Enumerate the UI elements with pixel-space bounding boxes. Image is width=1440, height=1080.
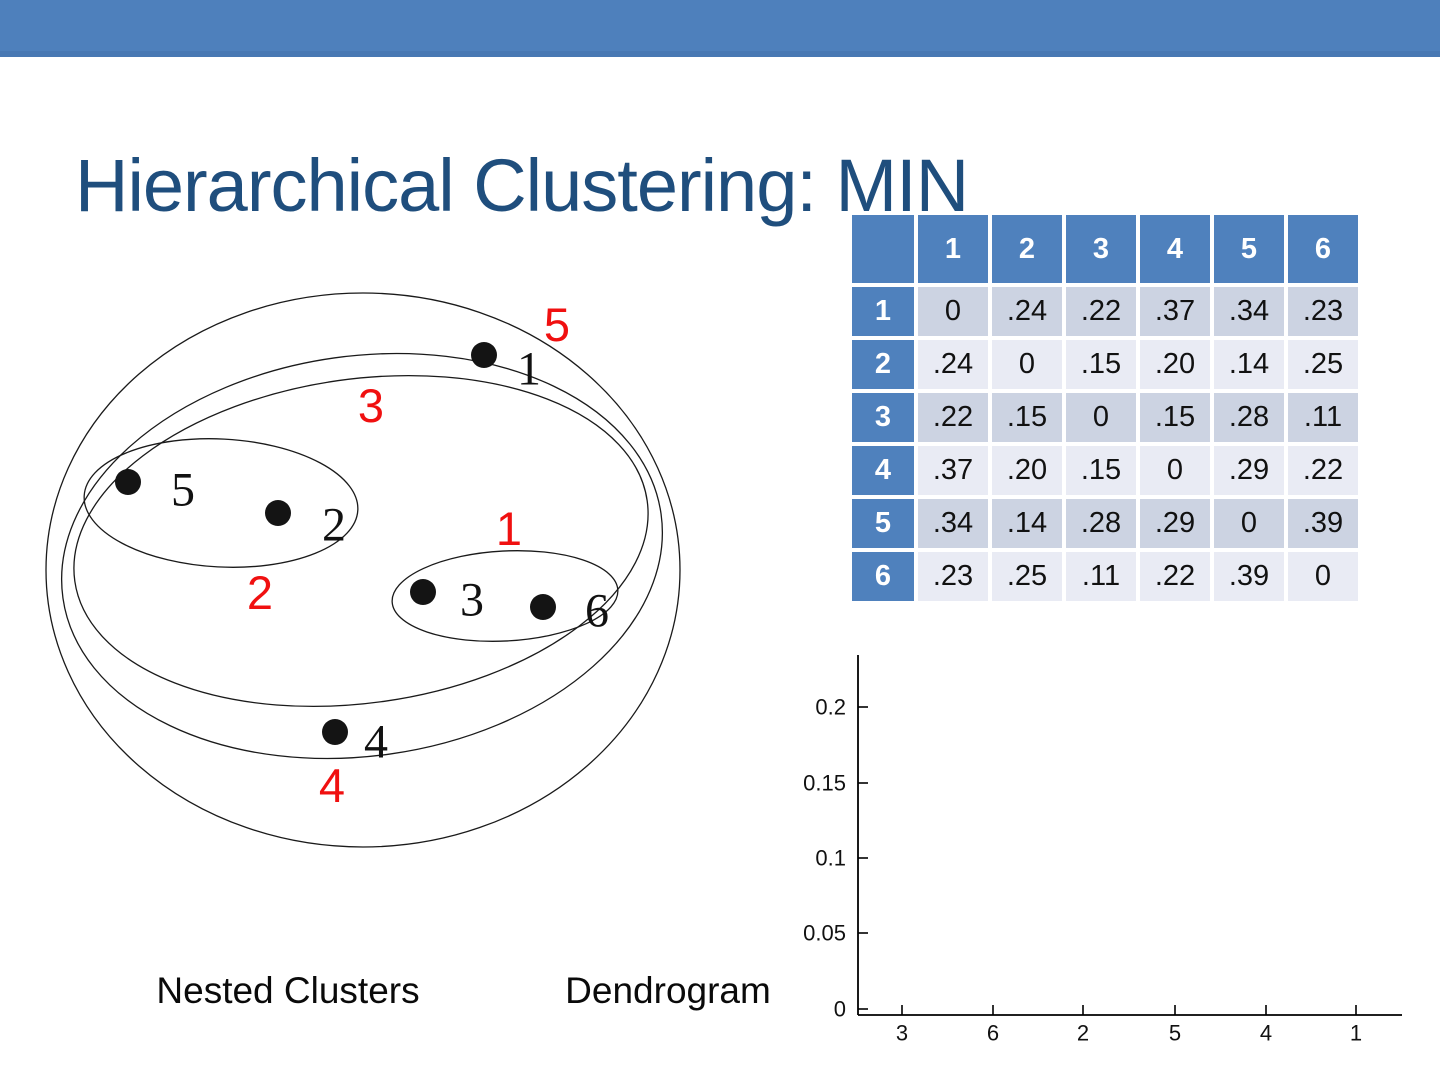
matrix-cell: .34 xyxy=(918,499,988,548)
matrix-cell: .11 xyxy=(1066,552,1136,601)
matrix-cell: .29 xyxy=(1140,499,1210,548)
matrix-cell: 0 xyxy=(918,287,988,336)
x-tick-label: 4 xyxy=(1260,1021,1272,1046)
matrix-cell: .14 xyxy=(1214,340,1284,389)
point-label: 4 xyxy=(364,715,388,768)
matrix-cell: .20 xyxy=(992,446,1062,495)
matrix-col-header: 4 xyxy=(1140,215,1210,283)
matrix-col-header: 6 xyxy=(1288,215,1358,283)
matrix-row: 3.22.15 0.15.28.11 xyxy=(852,393,1358,442)
data-point-dot xyxy=(410,579,436,605)
data-point-dot xyxy=(471,342,497,368)
cluster-order-label: 1 xyxy=(496,502,522,555)
x-tick-label: 2 xyxy=(1077,1021,1089,1046)
matrix-cell: .34 xyxy=(1214,287,1284,336)
matrix-cell: .28 xyxy=(1066,499,1136,548)
matrix-row-header: 1 xyxy=(852,287,914,336)
slide-accent-bar xyxy=(0,0,1440,57)
matrix-row-header: 4 xyxy=(852,446,914,495)
point-label: 2 xyxy=(322,498,346,551)
matrix-cell: .39 xyxy=(1214,552,1284,601)
matrix-cell: .29 xyxy=(1214,446,1284,495)
data-point-dot xyxy=(530,594,556,620)
matrix-col-header: 5 xyxy=(1214,215,1284,283)
matrix-cell: .25 xyxy=(1288,340,1358,389)
matrix-col-header: 3 xyxy=(1066,215,1136,283)
matrix-row: 6.23.25.11.22.39 0 xyxy=(852,552,1358,601)
page-title: Hierarchical Clustering: MIN xyxy=(75,143,969,227)
data-point-dot xyxy=(322,719,348,745)
matrix-col-header: 1 xyxy=(918,215,988,283)
matrix-cell: .20 xyxy=(1140,340,1210,389)
matrix-cell: .28 xyxy=(1214,393,1284,442)
matrix-row-header: 3 xyxy=(852,393,914,442)
matrix-row: 5.34.14.28.29 0.39 xyxy=(852,499,1358,548)
cluster-5-ellipse xyxy=(45,292,681,848)
cluster-1-ellipse xyxy=(391,550,619,642)
y-tick-label: 0.2 xyxy=(815,695,846,720)
matrix-cell: .24 xyxy=(918,340,988,389)
data-point-dot xyxy=(265,500,291,526)
matrix-cell: .14 xyxy=(992,499,1062,548)
cluster-3-ellipse xyxy=(73,374,649,708)
y-tick-label: 0.1 xyxy=(815,846,846,871)
matrix-cell: .11 xyxy=(1288,393,1358,442)
matrix-cell: .22 xyxy=(918,393,988,442)
cluster-order-label: 3 xyxy=(358,379,384,432)
matrix-cell: .15 xyxy=(1066,340,1136,389)
matrix-cell: .37 xyxy=(1140,287,1210,336)
cluster-order-label: 2 xyxy=(247,566,273,619)
x-tick-label: 3 xyxy=(896,1021,908,1046)
matrix-cell: 0 xyxy=(1066,393,1136,442)
matrix-cell: .22 xyxy=(1288,446,1358,495)
matrix-row: 1 0.24.22.37.34.23 xyxy=(852,287,1358,336)
nested-clusters-caption: Nested Clusters xyxy=(156,970,420,1011)
point-label: 6 xyxy=(585,584,609,637)
matrix-row: 2.24 0.15.20.14.25 xyxy=(852,340,1358,389)
cluster-order-label: 5 xyxy=(544,298,570,351)
matrix-cell: .15 xyxy=(992,393,1062,442)
point-label: 3 xyxy=(460,573,484,626)
matrix-row: 4.37.20.15 0.29.22 xyxy=(852,446,1358,495)
data-point-dot xyxy=(115,469,141,495)
matrix-cell: .23 xyxy=(918,552,988,601)
cluster-2-ellipse xyxy=(83,438,359,568)
matrix-cell: .23 xyxy=(1288,287,1358,336)
matrix-cell: .24 xyxy=(992,287,1062,336)
matrix-cell: .22 xyxy=(1140,552,1210,601)
cluster-4-ellipse xyxy=(60,352,664,760)
x-tick-label: 6 xyxy=(987,1021,999,1046)
x-tick-label: 1 xyxy=(1350,1021,1362,1046)
point-label: 1 xyxy=(517,342,541,395)
matrix-row-header: 5 xyxy=(852,499,914,548)
y-tick-label: 0 xyxy=(834,997,846,1022)
matrix-cell: .39 xyxy=(1288,499,1358,548)
x-tick-label: 5 xyxy=(1169,1021,1181,1046)
matrix-cell: .37 xyxy=(918,446,988,495)
matrix-cell: 0 xyxy=(1214,499,1284,548)
matrix-cell: .15 xyxy=(1140,393,1210,442)
matrix-corner-cell xyxy=(852,215,914,283)
matrix-col-header: 2 xyxy=(992,215,1062,283)
y-tick-label: 0.15 xyxy=(803,771,846,796)
y-tick-label: 0.05 xyxy=(803,921,846,946)
matrix-cell: .15 xyxy=(1066,446,1136,495)
matrix-cell: 0 xyxy=(1140,446,1210,495)
matrix-cell: .25 xyxy=(992,552,1062,601)
matrix-cell: .22 xyxy=(1066,287,1136,336)
matrix-cell: 0 xyxy=(1288,552,1358,601)
matrix-cell: 0 xyxy=(992,340,1062,389)
matrix-row-header: 2 xyxy=(852,340,914,389)
dendrogram-caption: Dendrogram xyxy=(565,970,771,1011)
matrix-row-header: 6 xyxy=(852,552,914,601)
point-label: 5 xyxy=(171,463,195,516)
matrix-body: 1 0.24.22.37.34.23 2.24 0.15.20.14.25 3.22.1… xyxy=(852,287,1358,601)
cluster-order-label: 4 xyxy=(319,759,345,812)
